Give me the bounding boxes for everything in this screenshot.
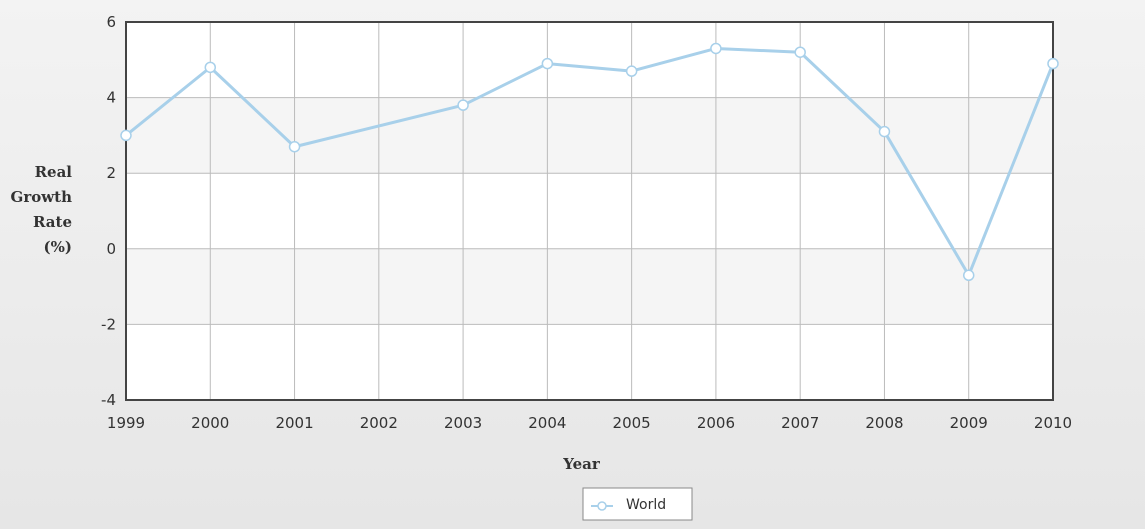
plot-band [126, 248, 1053, 325]
x-tick-label: 2004 [528, 414, 566, 432]
x-tick-label: 1999 [107, 414, 145, 432]
data-point[interactable] [794, 46, 806, 58]
x-tick-label: 2006 [697, 414, 735, 432]
y-tick-label: 2 [106, 164, 116, 182]
series-layer [120, 42, 1059, 282]
y-tick-label: -2 [101, 315, 116, 333]
y-tick-label: -4 [101, 391, 116, 409]
x-tick-label: 2000 [191, 414, 229, 432]
plot-frame [125, 21, 1054, 401]
gridlines [125, 21, 1054, 401]
data-point[interactable] [204, 61, 217, 74]
legend-marker-world [597, 501, 607, 511]
x-tick-label: 2002 [360, 414, 398, 432]
y-tick-label: 6 [106, 13, 116, 31]
plot-band [126, 97, 1053, 174]
x-tick-label: 2003 [444, 414, 482, 432]
plot-background-bands [126, 22, 1053, 400]
plot-band [126, 324, 1053, 400]
x-tick-label: 2009 [950, 414, 988, 432]
x-axis-title: Year [562, 455, 601, 473]
y-tick-label: 4 [106, 89, 116, 107]
data-point[interactable] [120, 129, 132, 142]
data-point[interactable] [962, 269, 975, 282]
x-tick-label: 2008 [865, 414, 903, 432]
legend[interactable]: World [582, 487, 693, 521]
data-point[interactable] [457, 99, 469, 111]
data-point[interactable] [710, 42, 722, 55]
y-axis-title-line: Real [35, 163, 73, 181]
x-tick-label: 2010 [1034, 414, 1072, 432]
data-point[interactable] [625, 65, 638, 77]
x-axis-ticks: 1999 2000 2001 2002 2003 2004 2005 2006 2007 2008… [107, 414, 1072, 432]
data-point[interactable] [541, 57, 554, 70]
data-point[interactable] [288, 140, 301, 153]
data-point[interactable] [878, 125, 891, 138]
y-axis-title-line: Rate [33, 213, 72, 231]
plot-band [126, 22, 1053, 98]
y-axis-ticks: -4 -2 0 2 4 6 [101, 13, 116, 409]
y-axis-title-line: (%) [44, 238, 72, 256]
x-tick-label: 2007 [781, 414, 819, 432]
data-point[interactable] [1047, 57, 1059, 70]
y-axis-title-line: Growth [11, 188, 73, 206]
y-axis-title: Real Growth Rate (%) [11, 163, 73, 256]
plot-band [126, 173, 1053, 249]
legend-label-world: World [626, 497, 666, 513]
x-tick-label: 2005 [613, 414, 651, 432]
y-tick-label: 0 [106, 240, 116, 258]
x-tick-label: 2001 [275, 414, 313, 432]
